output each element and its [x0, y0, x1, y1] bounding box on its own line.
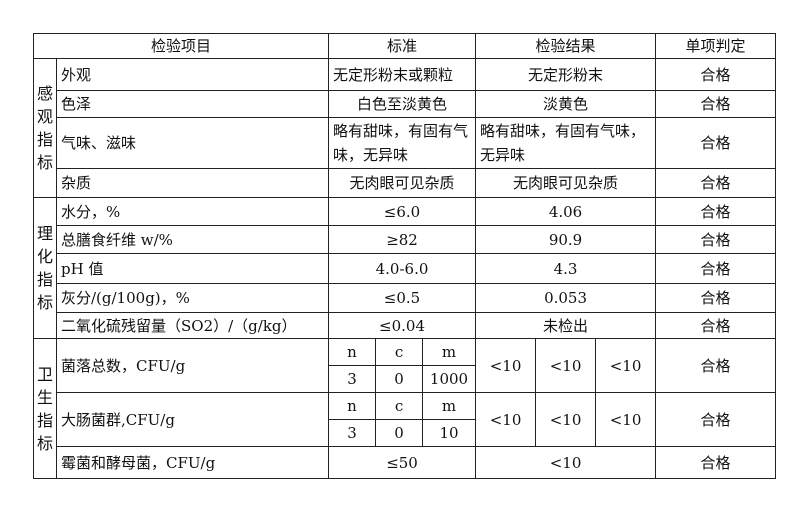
judgment-cell: 合格: [655, 253, 777, 284]
judgment-cell: 合格: [655, 283, 777, 313]
item-cell: 杂质: [55, 168, 330, 198]
table-row: 3 0 10: [34, 419, 776, 447]
group-label-physchem: 理化指标: [33, 197, 57, 339]
judgment-cell: 合格: [655, 225, 777, 254]
item-cell: 菌落总数，CFU/g: [55, 338, 330, 393]
result-cell: 4.3: [475, 253, 657, 284]
table-row: 色泽 白色至淡黄色 淡黄色 合格: [34, 90, 777, 118]
plan-label-n: n: [328, 392, 377, 420]
standard-cell: 白色至淡黄色: [328, 90, 477, 118]
result-cell: <10: [475, 446, 657, 479]
plan-value-m: 10: [422, 419, 477, 447]
standard-cell: ≤0.5: [328, 283, 477, 313]
header-item: 检验项目: [32, 33, 330, 59]
result-cell: 无肉眼可见杂质: [475, 168, 657, 198]
standard-cell: ≤0.04: [328, 312, 477, 339]
judgment-cell: 合格: [655, 197, 777, 226]
table-row: 灰分/(g/100g)，% ≤0.5 0.053 合格: [34, 283, 777, 313]
item-cell: 总膳食纤维 w/%: [55, 225, 330, 254]
item-cell: 色泽: [55, 90, 330, 118]
table-row: 霉菌和酵母菌，CFU/g ≤50 <10 合格: [34, 446, 777, 479]
item-cell: pH 值: [55, 253, 330, 284]
header-result: 检验结果: [475, 33, 657, 59]
standard-cell: 无肉眼可见杂质: [328, 168, 477, 198]
item-cell: 灰分/(g/100g)，%: [55, 283, 330, 313]
judgment-cell: 合格: [655, 312, 777, 339]
result-cell: 0.053: [475, 283, 657, 313]
item-cell: 大肠菌群,CFU/g: [55, 392, 330, 447]
standard-cell: ≤50: [328, 446, 477, 479]
result-cell: 无定形粉末: [475, 58, 657, 91]
plan-value-c: 0: [375, 365, 424, 393]
table-row: pH 值 4.0-6.0 4.3 合格: [34, 253, 777, 284]
inspection-table: 检验项目 标准 检验结果 单项判定 感观指标 外观 无定形粉末或颗粒 无定形粉末…: [32, 33, 777, 479]
standard-cell: 无定形粉末或颗粒: [328, 58, 477, 91]
standard-cell: ≥82: [328, 225, 477, 254]
standard-cell: 略有甜味，有固有气味，无异味: [328, 117, 477, 169]
table-row: 杂质 无肉眼可见杂质 无肉眼可见杂质 合格: [34, 168, 777, 198]
judgment-cell: 合格: [655, 338, 777, 393]
judgment-cell: 合格: [655, 58, 777, 91]
group-label-sensory: 感观指标: [33, 58, 57, 198]
header-standard: 标准: [328, 33, 477, 59]
item-cell: 外观: [55, 58, 330, 91]
item-cell: 气味、滋味: [55, 117, 330, 169]
plan-label-c: c: [375, 392, 424, 420]
plan-value-n: 3: [328, 419, 377, 447]
result-cell: 未检出: [475, 312, 657, 339]
table-row: 感观指标 外观 无定形粉末或颗粒 无定形粉末 合格: [33, 58, 777, 198]
table-row: 气味、滋味 略有甜味，有固有气味，无异味 略有甜味，有固有气味，无异味 合格: [34, 117, 777, 169]
judgment-cell: 合格: [655, 168, 777, 198]
result-cell: <10: [475, 338, 537, 393]
plan-label-n: n: [328, 338, 377, 366]
item-cell: 霉菌和酵母菌，CFU/g: [55, 446, 330, 479]
judgment-cell: 合格: [655, 117, 777, 169]
table-row: 大肠菌群,CFU/g n c m <10 <10 <10 合格: [34, 392, 777, 447]
result-cell: <10: [475, 392, 537, 447]
plan-value-m: 1000: [422, 365, 477, 393]
plan-label-c: c: [375, 338, 424, 366]
header-judgment: 单项判定: [655, 33, 777, 59]
standard-cell: 4.0-6.0: [328, 253, 477, 284]
result-cell: 4.06: [475, 197, 657, 226]
group-label-hygiene: 卫生指标: [33, 338, 57, 479]
plan-value-c: 0: [375, 419, 424, 447]
plan-value-n: 3: [328, 365, 377, 393]
table-row: 总膳食纤维 w/% ≥82 90.9 合格: [34, 225, 777, 254]
table-row: 卫生指标 菌落总数，CFU/g n c m <10 <10 <10 合格: [33, 338, 777, 479]
result-cell: <10: [535, 392, 597, 447]
item-cell: 水分，%: [55, 197, 330, 226]
plan-label-m: m: [422, 338, 477, 366]
result-cell: 略有甜味，有固有气味，无异味: [475, 117, 657, 169]
result-cell: 淡黄色: [475, 90, 657, 118]
standard-cell: ≤6.0: [328, 197, 477, 226]
result-cell: <10: [595, 392, 657, 447]
plan-label-m: m: [422, 392, 477, 420]
judgment-cell: 合格: [655, 90, 777, 118]
table-row: 理化指标 水分，% ≤6.0 4.06 合格: [33, 197, 777, 339]
result-cell: <10: [595, 338, 657, 393]
item-cell: 二氧化硫残留量（SO2）/（g/kg）: [55, 312, 330, 339]
result-cell: <10: [535, 338, 597, 393]
judgment-cell: 合格: [655, 446, 777, 479]
judgment-cell: 合格: [655, 392, 777, 447]
table-row: 二氧化硫残留量（SO2）/（g/kg） ≤0.04 未检出 合格: [34, 312, 777, 339]
header-row: 检验项目 标准 检验结果 单项判定: [32, 33, 777, 59]
result-cell: 90.9: [475, 225, 657, 254]
